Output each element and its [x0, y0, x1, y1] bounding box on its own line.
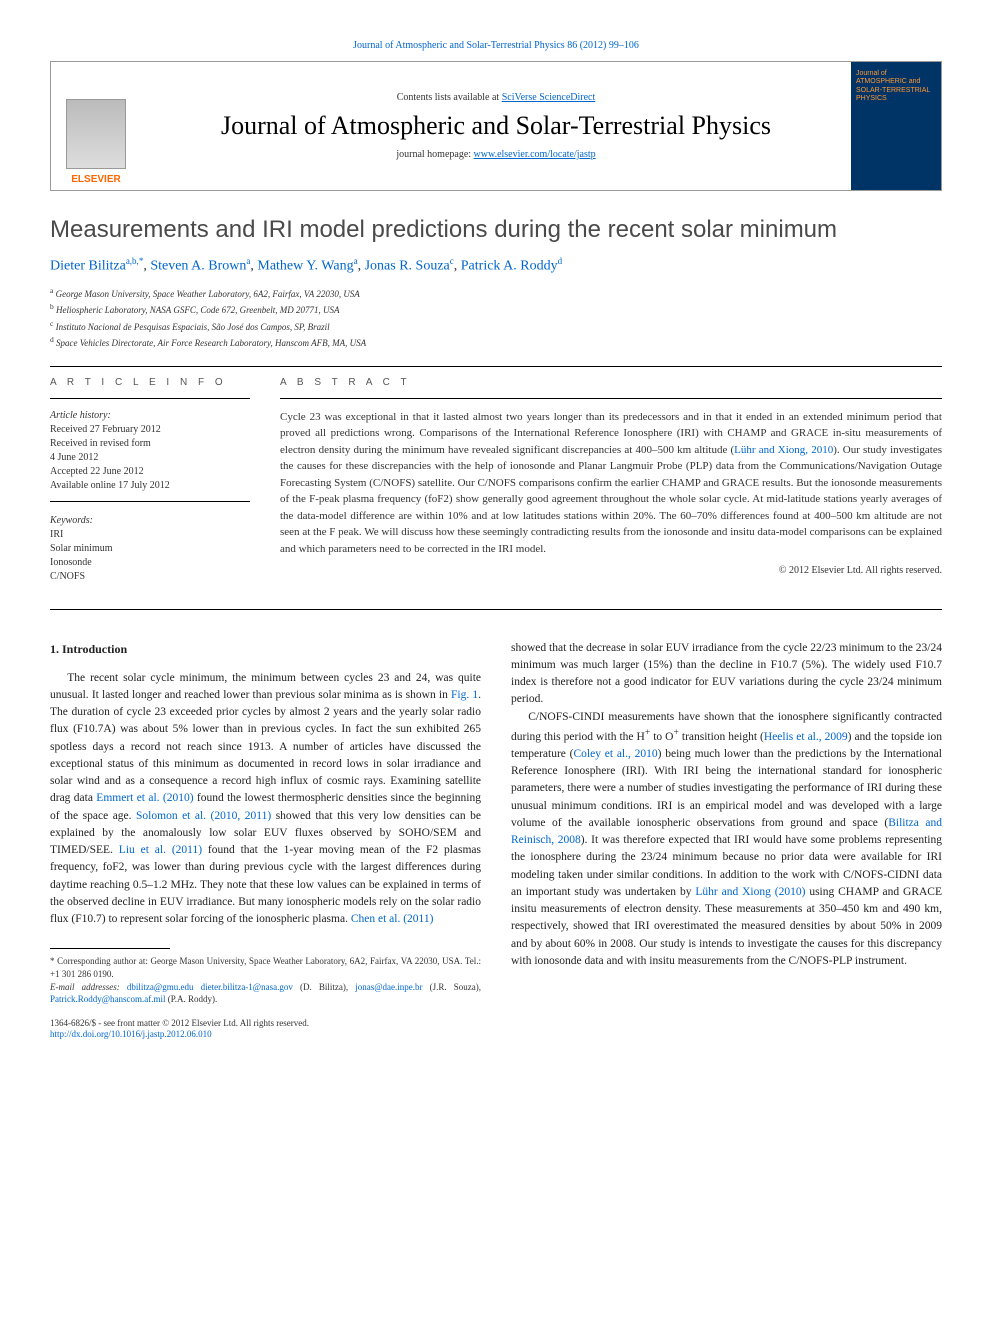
- homepage-link[interactable]: www.elsevier.com/locate/jastp: [474, 149, 596, 160]
- email-link[interactable]: Patrick.Roddy@hanscom.af.mil: [50, 994, 166, 1004]
- body-column-right: showed that the decrease in solar EUV ir…: [511, 640, 942, 1042]
- keyword: Ionosonde: [50, 556, 250, 570]
- doi-link[interactable]: http://dx.doi.org/10.1016/j.jastp.2012.0…: [50, 1029, 212, 1039]
- contents-line: Contents lists available at SciVerse Sci…: [397, 92, 596, 103]
- revised-label: Received in revised form: [50, 437, 250, 451]
- email-footnote: E-mail addresses: dbilitza@gmu.edu diete…: [50, 981, 481, 1006]
- section-divider: [50, 366, 942, 367]
- keyword: IRI: [50, 528, 250, 542]
- abstract-column: A B S T R A C T Cycle 23 was exceptional…: [280, 377, 942, 584]
- article-info-heading: A R T I C L E I N F O: [50, 377, 250, 388]
- sciencedirect-link[interactable]: SciVerse ScienceDirect: [502, 92, 596, 103]
- section-divider: [50, 609, 942, 610]
- email-link[interactable]: dbilitza@gmu.edu: [127, 982, 194, 992]
- section-heading: 1. Introduction: [50, 640, 481, 658]
- article-title: Measurements and IRI model predictions d…: [50, 216, 942, 244]
- abstract-heading: A B S T R A C T: [280, 377, 942, 388]
- online-date: Available online 17 July 2012: [50, 479, 250, 493]
- keywords-label: Keywords:: [50, 514, 250, 528]
- header-center: Contents lists available at SciVerse Sci…: [141, 62, 851, 190]
- email-link[interactable]: jonas@dae.inpe.br: [355, 982, 422, 992]
- email-link[interactable]: dieter.bilitza-1@nasa.gov: [201, 982, 293, 992]
- elsevier-tree-icon: [66, 99, 126, 169]
- keyword: C/NOFS: [50, 570, 250, 584]
- body-columns: 1. Introduction The recent solar cycle m…: [50, 640, 942, 1042]
- publisher-logo-area: ELSEVIER: [51, 62, 141, 190]
- body-paragraph: C/NOFS-CINDI measurements have shown tha…: [511, 709, 942, 971]
- accepted-date: Accepted 22 June 2012: [50, 465, 250, 479]
- received-date: Received 27 February 2012: [50, 423, 250, 437]
- author-link[interactable]: Jonas R. Souza: [365, 259, 450, 274]
- citation-link[interactable]: Chen et al. (2011): [351, 913, 434, 925]
- body-paragraph: The recent solar cycle minimum, the mini…: [50, 670, 481, 929]
- issn-doi-block: 1364-6826/$ - see front matter © 2012 El…: [50, 1018, 481, 1041]
- citation-link[interactable]: Lühr and Xiong, 2010: [734, 444, 833, 456]
- citation-link[interactable]: Emmert et al. (2010): [96, 792, 193, 804]
- citation-link[interactable]: Heelis et al., 2009: [764, 731, 848, 743]
- citation-link[interactable]: Lühr and Xiong (2010): [695, 886, 805, 898]
- citation-link[interactable]: Solomon et al. (2010, 2011): [136, 810, 271, 822]
- journal-header-box: ELSEVIER Contents lists available at Sci…: [50, 61, 942, 191]
- article-info-column: A R T I C L E I N F O Article history: R…: [50, 377, 250, 584]
- figure-link[interactable]: Fig. 1: [451, 689, 478, 701]
- author-link[interactable]: Steven A. Brown: [150, 259, 246, 274]
- copyright-line: © 2012 Elsevier Ltd. All rights reserved…: [280, 565, 942, 576]
- body-column-left: 1. Introduction The recent solar cycle m…: [50, 640, 481, 1042]
- journal-header-link[interactable]: Journal of Atmospheric and Solar-Terrest…: [50, 40, 942, 51]
- author-link[interactable]: Patrick A. Roddy: [461, 259, 558, 274]
- citation-link[interactable]: Liu et al. (2011): [119, 844, 202, 856]
- author-link[interactable]: Mathew Y. Wang: [257, 259, 353, 274]
- author-link[interactable]: Dieter Bilitza: [50, 259, 126, 274]
- keyword: Solar minimum: [50, 542, 250, 556]
- authors-list: Dieter Bilitzaa,b,*, Steven A. Browna, M…: [50, 256, 942, 275]
- journal-title: Journal of Atmospheric and Solar-Terrest…: [221, 111, 771, 141]
- corresponding-author-footnote: * Corresponding author at: George Mason …: [50, 955, 481, 980]
- publisher-name: ELSEVIER: [71, 174, 120, 185]
- abstract-text: Cycle 23 was exceptional in that it last…: [280, 409, 942, 558]
- citation-link[interactable]: Coley et al., 2010: [574, 748, 658, 760]
- affiliations: a George Mason University, Space Weather…: [50, 285, 942, 351]
- history-label: Article history:: [50, 409, 250, 423]
- footnote-separator: [50, 948, 170, 949]
- revised-date: 4 June 2012: [50, 451, 250, 465]
- body-paragraph: showed that the decrease in solar EUV ir…: [511, 640, 942, 709]
- info-abstract-row: A R T I C L E I N F O Article history: R…: [50, 377, 942, 584]
- homepage-line: journal homepage: www.elsevier.com/locat…: [396, 149, 595, 160]
- journal-cover-thumbnail: Journal of ATMOSPHERIC and SOLAR-TERREST…: [851, 62, 941, 190]
